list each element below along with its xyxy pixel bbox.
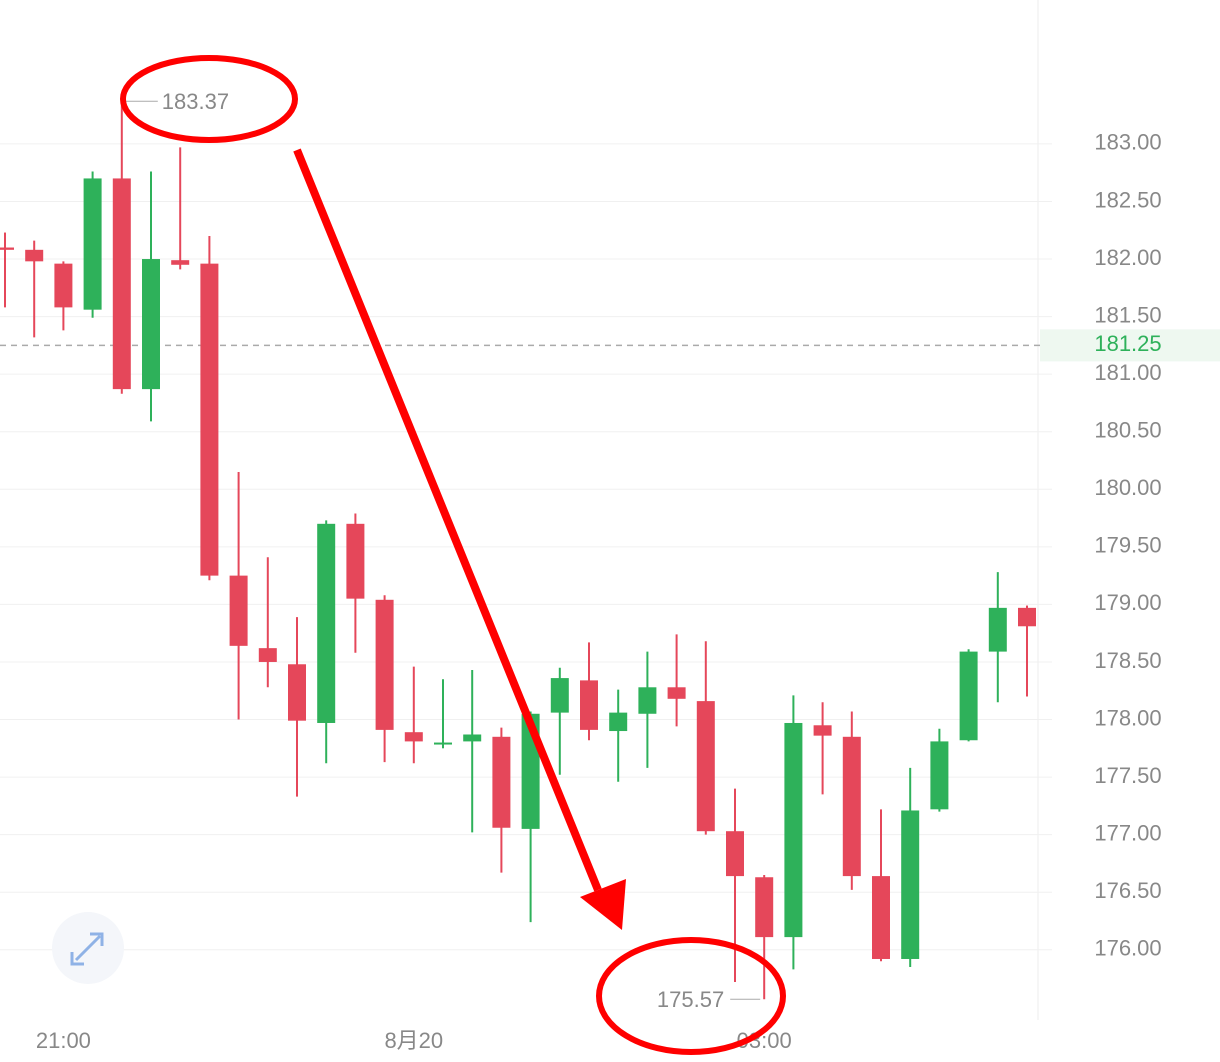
y-tick-label: 176.50 xyxy=(1094,878,1161,903)
max-label: 183.37 xyxy=(162,89,229,114)
arrow-line xyxy=(293,148,602,892)
y-tick-label: 179.50 xyxy=(1094,533,1161,558)
candle-body xyxy=(25,249,44,262)
candle-body xyxy=(492,736,511,828)
y-tick-label: 182.50 xyxy=(1094,187,1161,212)
candle-body xyxy=(726,831,744,877)
arrow-head xyxy=(580,879,626,930)
expand-button[interactable] xyxy=(52,912,124,984)
candle-body xyxy=(988,607,1007,652)
candle-body xyxy=(842,736,861,877)
y-tick-label: 182.00 xyxy=(1094,245,1161,270)
min-label: 175.57 xyxy=(657,987,724,1012)
candle-body xyxy=(288,664,306,721)
candle-body xyxy=(930,741,949,810)
candle-body xyxy=(346,523,365,599)
candle-body xyxy=(375,599,394,730)
y-tick-label: 177.00 xyxy=(1094,820,1161,845)
y-tick-label: 178.50 xyxy=(1094,648,1161,673)
candle-body xyxy=(434,742,452,745)
plot: 176.00 176.50 177.00 177.50 178.00 178.50 179.… xyxy=(0,89,1220,1053)
y-tick-label: 181.00 xyxy=(1094,360,1161,385)
candle-body xyxy=(872,876,890,959)
candle-body xyxy=(1018,607,1036,627)
candle-body xyxy=(609,712,628,732)
candle-body xyxy=(580,680,598,730)
candle-body xyxy=(901,810,920,959)
candle-body xyxy=(54,263,73,308)
candle-body xyxy=(813,725,832,736)
candle-body xyxy=(142,259,160,390)
y-tick-label: 179.00 xyxy=(1094,590,1161,615)
candle-body xyxy=(171,260,190,265)
y-tick-label: 180.50 xyxy=(1094,418,1161,443)
y-tick-label: 177.50 xyxy=(1094,763,1161,788)
y-tick-label: 180.00 xyxy=(1094,475,1161,500)
last-price-box xyxy=(1040,329,1220,362)
circle xyxy=(596,937,786,1055)
candle-body xyxy=(200,263,219,576)
y-tick-label: 178.00 xyxy=(1094,705,1161,730)
candle-body xyxy=(83,178,102,310)
candle-body xyxy=(463,734,482,742)
candle-body xyxy=(0,247,14,250)
candle-body xyxy=(959,651,978,741)
candle-body xyxy=(550,678,569,713)
candle-body xyxy=(784,722,803,938)
candle-body xyxy=(258,648,277,662)
last-price-label: 181.25 xyxy=(1094,331,1161,356)
circle xyxy=(120,55,298,143)
y-tick-label: 181.50 xyxy=(1094,302,1161,327)
x-tick-label: 8月20 xyxy=(384,1028,443,1053)
candle-body xyxy=(112,178,131,390)
y-tick-label: 176.00 xyxy=(1094,936,1161,961)
expand-icon[interactable] xyxy=(70,932,104,966)
candle-body xyxy=(755,877,774,938)
x-tick-label: 21:00 xyxy=(36,1028,91,1053)
candle-body xyxy=(696,701,715,832)
candle-body xyxy=(667,687,686,699)
candle-body xyxy=(317,523,336,723)
y-tick-label: 183.00 xyxy=(1094,130,1161,155)
candle-body xyxy=(229,575,248,646)
annotation xyxy=(120,55,786,1055)
candle-body xyxy=(404,732,423,742)
candle-body xyxy=(638,687,657,714)
